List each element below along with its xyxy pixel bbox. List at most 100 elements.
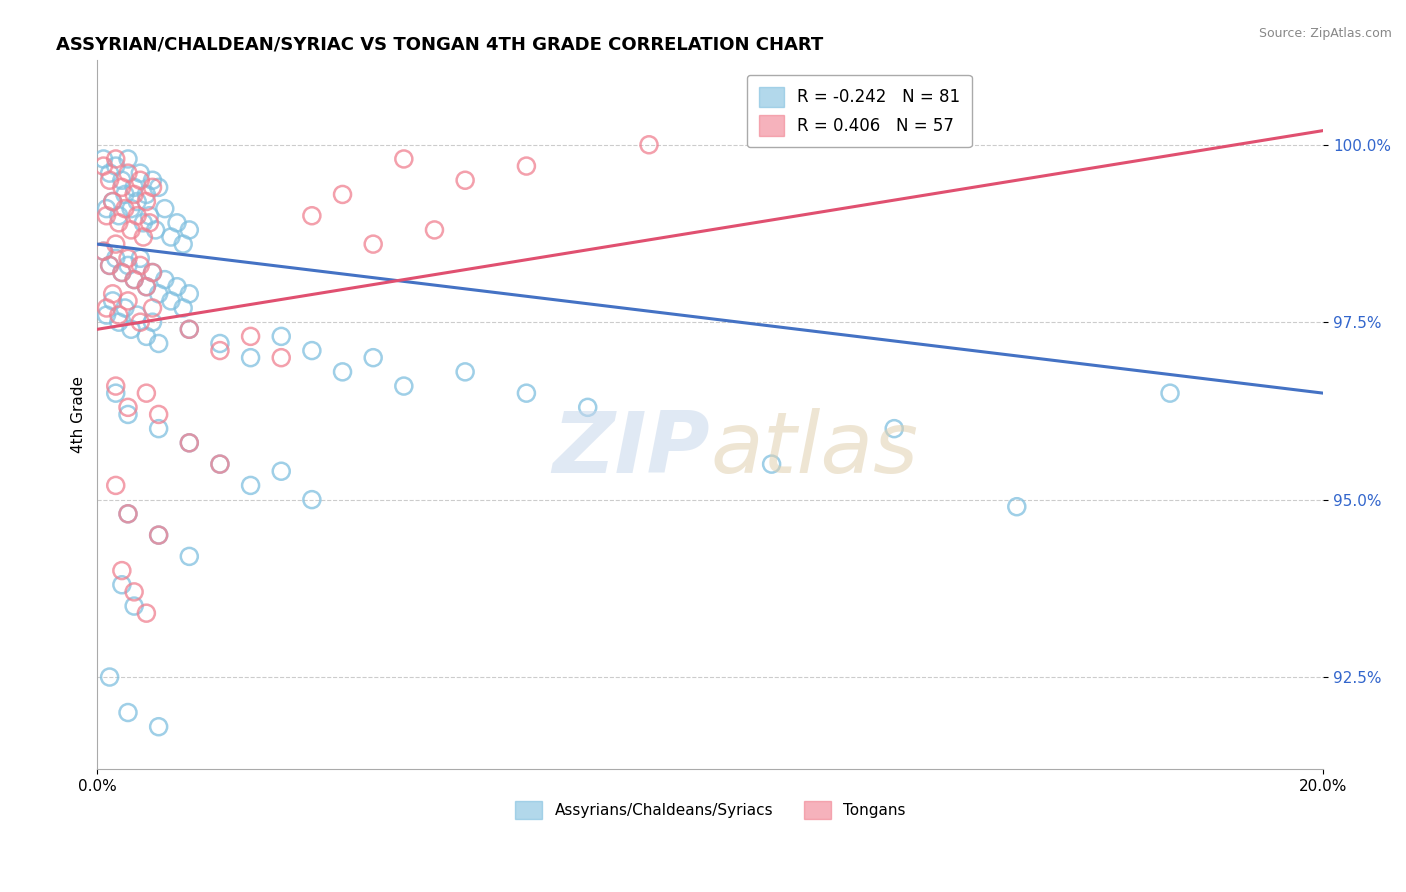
Point	[141, 266, 163, 280]
Point	[239, 478, 262, 492]
Text: Source: ZipAtlas.com: Source: ZipAtlas.com	[1258, 27, 1392, 40]
Point	[111, 266, 134, 280]
Point	[122, 180, 145, 194]
Point	[111, 266, 134, 280]
Point	[120, 202, 142, 216]
Point	[135, 386, 157, 401]
Point	[127, 209, 149, 223]
Point	[454, 173, 477, 187]
Point	[135, 194, 157, 209]
Point	[122, 187, 145, 202]
Point	[1005, 500, 1028, 514]
Point	[117, 259, 139, 273]
Point	[179, 435, 201, 450]
Point	[135, 279, 157, 293]
Point	[111, 578, 134, 592]
Point	[104, 252, 127, 266]
Point	[1159, 386, 1181, 401]
Point	[104, 237, 127, 252]
Point	[96, 209, 118, 223]
Point	[392, 379, 415, 393]
Point	[117, 293, 139, 308]
Point	[104, 478, 127, 492]
Text: ASSYRIAN/CHALDEAN/SYRIAC VS TONGAN 4TH GRADE CORRELATION CHART: ASSYRIAN/CHALDEAN/SYRIAC VS TONGAN 4TH G…	[56, 36, 824, 54]
Point	[127, 194, 149, 209]
Point	[122, 599, 145, 613]
Point	[145, 223, 167, 237]
Point	[148, 528, 170, 542]
Point	[148, 528, 170, 542]
Point	[129, 315, 152, 329]
Point	[127, 308, 149, 322]
Point	[107, 315, 129, 329]
Legend: Assyrians/Chaldeans/Syriacs, Tongans: Assyrians/Chaldeans/Syriacs, Tongans	[509, 795, 912, 825]
Point	[160, 293, 183, 308]
Y-axis label: 4th Grade: 4th Grade	[72, 376, 86, 453]
Point	[153, 202, 176, 216]
Point	[122, 272, 145, 286]
Point	[114, 301, 136, 315]
Point	[141, 173, 163, 187]
Point	[138, 216, 160, 230]
Point	[111, 173, 134, 187]
Point	[270, 329, 292, 343]
Point	[111, 180, 134, 194]
Point	[117, 706, 139, 720]
Point	[515, 386, 537, 401]
Point	[883, 422, 905, 436]
Point	[120, 322, 142, 336]
Point	[135, 606, 157, 620]
Point	[104, 379, 127, 393]
Point	[101, 286, 124, 301]
Point	[104, 159, 127, 173]
Point	[148, 336, 170, 351]
Point	[148, 408, 170, 422]
Point	[93, 244, 115, 259]
Point	[101, 293, 124, 308]
Point	[148, 720, 170, 734]
Point	[107, 209, 129, 223]
Point	[423, 223, 446, 237]
Point	[114, 202, 136, 216]
Point	[117, 507, 139, 521]
Point	[98, 259, 121, 273]
Point	[117, 408, 139, 422]
Point	[135, 329, 157, 343]
Point	[208, 457, 231, 471]
Point	[129, 252, 152, 266]
Point	[104, 152, 127, 166]
Point	[93, 244, 115, 259]
Point	[98, 670, 121, 684]
Point	[179, 322, 201, 336]
Text: atlas: atlas	[710, 409, 918, 491]
Point	[208, 336, 231, 351]
Point	[301, 343, 323, 358]
Point	[576, 401, 599, 415]
Point	[148, 286, 170, 301]
Point	[93, 159, 115, 173]
Point	[172, 237, 194, 252]
Point	[454, 365, 477, 379]
Point	[96, 308, 118, 322]
Point	[135, 279, 157, 293]
Point	[117, 507, 139, 521]
Point	[172, 301, 194, 315]
Text: ZIP: ZIP	[553, 409, 710, 491]
Point	[638, 137, 661, 152]
Point	[107, 216, 129, 230]
Point	[96, 202, 118, 216]
Point	[132, 216, 155, 230]
Point	[166, 216, 188, 230]
Point	[239, 351, 262, 365]
Point	[122, 585, 145, 599]
Point	[160, 230, 183, 244]
Point	[153, 272, 176, 286]
Point	[332, 365, 354, 379]
Point	[129, 173, 152, 187]
Point	[101, 194, 124, 209]
Point	[148, 180, 170, 194]
Point	[98, 259, 121, 273]
Point	[101, 194, 124, 209]
Point	[361, 237, 384, 252]
Point	[132, 230, 155, 244]
